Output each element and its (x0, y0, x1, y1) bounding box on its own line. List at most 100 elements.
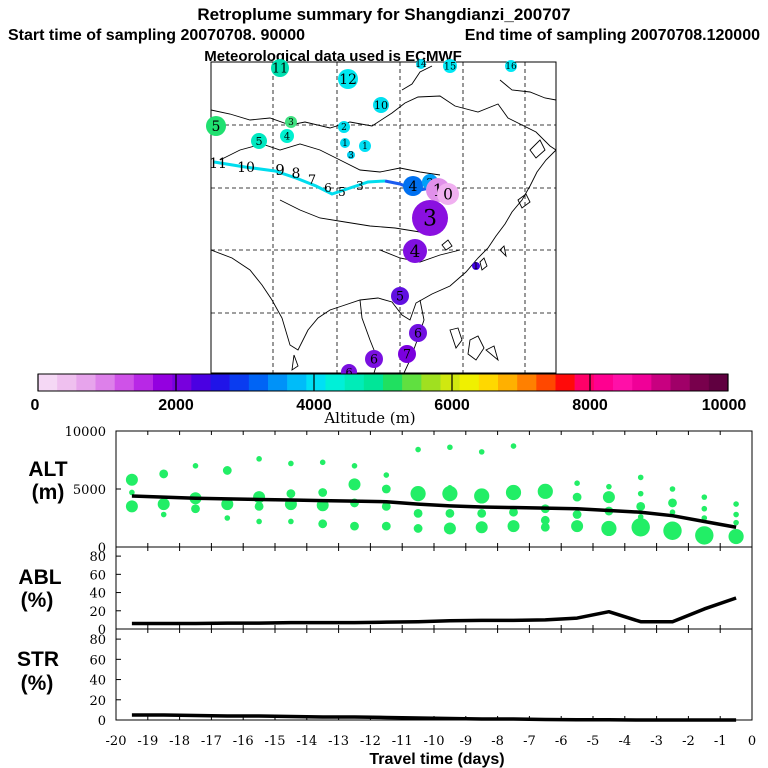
plume-track-label: 5 (338, 185, 346, 199)
alt-cluster-point (601, 520, 617, 537)
plume-marker-label: 11 (272, 60, 288, 75)
abl-series-line (131, 596, 737, 626)
x-tick-label: -20 (106, 734, 127, 749)
plume-track-label: 3 (356, 179, 364, 193)
colorbar-swatch (498, 374, 518, 391)
alt-cluster-point (572, 492, 582, 502)
alt-cluster-point (475, 521, 488, 534)
end-time-label: End time of sampling 20070708.120000 (465, 27, 760, 44)
alt-cluster-point (413, 524, 423, 533)
alt-cluster-point (348, 478, 361, 491)
plume-marker (285, 116, 297, 128)
alt-cluster-point (159, 469, 169, 479)
plume-marker (206, 116, 226, 136)
abl-y-tick-label: 20 (89, 605, 106, 620)
alt-cluster-point (572, 510, 582, 519)
alt-cluster-point (192, 463, 199, 469)
alt-panel-label: ALT (28, 458, 67, 481)
plume-marker (398, 345, 416, 363)
alt-cluster-point (663, 521, 682, 540)
alt-cluster-point (701, 494, 708, 500)
abl-y-tick-label: 40 (89, 587, 106, 602)
alt-cluster-point (288, 518, 294, 525)
alt-cluster-point (509, 507, 518, 517)
alt-cluster-point (125, 473, 138, 486)
plume-marker (409, 324, 427, 342)
alt-cluster-point (540, 515, 550, 525)
map-frame (210, 61, 557, 374)
alt-y-tick-label: 0 (98, 541, 106, 556)
colorbar-tick-label: 0 (31, 397, 40, 414)
alt-cluster-point (413, 508, 423, 518)
x-tick-label: -13 (328, 734, 349, 749)
str-panel-unit: (%) (21, 672, 54, 695)
alt-cluster-point (254, 502, 264, 511)
alt-cluster-point (668, 498, 677, 508)
plume-marker-label: 3 (288, 118, 294, 128)
altitude-colorbar: 0 2000 4000 6000 8000 10000 (31, 373, 747, 414)
plume-marker (505, 60, 517, 72)
alt-cluster-point (733, 501, 739, 507)
colorbar-swatch (593, 374, 614, 391)
alt-cluster-point (253, 491, 266, 504)
colorbar-swatch (383, 374, 403, 391)
x-tick-label: 0 (748, 734, 756, 749)
colorbar-swatch (632, 374, 652, 391)
plume-marker-label: 15 (444, 61, 456, 72)
colorbar-swatch (38, 374, 58, 391)
plume-marker-label: 5 (255, 135, 262, 148)
x-tick-label: -10 (424, 734, 445, 749)
alt-cluster-point (669, 486, 676, 492)
plume-marker (391, 287, 409, 305)
abl-y-tick-label: 60 (89, 568, 106, 583)
plume-track-label: 6 (324, 181, 332, 195)
abl-panel-label: ABL (18, 566, 61, 589)
x-tick-label: -4 (618, 734, 631, 749)
str-panel-frame (115, 628, 753, 721)
alt-cluster-point (669, 509, 676, 515)
plume-marker (365, 350, 383, 368)
alt-cluster-point (637, 490, 644, 497)
colorbar-swatch (459, 374, 480, 391)
colorbar-tick-label: 10000 (702, 397, 747, 414)
plume-marker-label: 6 (345, 366, 352, 379)
alt-cluster-point (445, 508, 455, 518)
alt-cluster-point (288, 460, 294, 467)
colorbar-swatch (555, 374, 575, 391)
colorbar-tick-label: 8000 (572, 397, 608, 414)
alt-series-line (131, 494, 737, 530)
plume-marker (443, 59, 457, 73)
colorbar-swatch (133, 374, 154, 391)
plume-marker-label: 4 (284, 131, 290, 142)
plume-marker (271, 59, 289, 77)
alt-cluster-point (537, 483, 553, 499)
alt-cluster-point (381, 484, 391, 494)
plume-marker (347, 151, 355, 159)
alt-cluster-point (637, 474, 644, 481)
x-tick-label: -12 (360, 734, 381, 749)
colorbar-swatch (517, 374, 537, 391)
colorbar-swatch (287, 374, 307, 391)
alt-panel-unit: (m) (32, 481, 65, 504)
plume-marker-label: 7 (403, 346, 411, 361)
colorbar-swatch (689, 374, 710, 391)
alt-cluster-point (256, 456, 262, 462)
plume-marker (403, 239, 427, 263)
alt-cluster-point (383, 472, 390, 478)
plume-marker-label: 6 (414, 325, 422, 340)
x-tick-label: -11 (392, 734, 413, 749)
colorbar-swatch (421, 374, 441, 391)
colorbar-swatch (153, 374, 173, 391)
alt-cluster-point (286, 489, 296, 499)
colorbar-swatch (613, 374, 633, 391)
x-tick-label: -9 (459, 734, 472, 749)
abl-y-tick-label: 0 (98, 623, 106, 638)
alt-panel-frame (115, 430, 753, 548)
alt-cluster-point (510, 443, 517, 449)
colorbar-swatch (114, 374, 135, 391)
alt-cluster-point (125, 500, 138, 513)
plume-marker (437, 183, 459, 205)
plume-track-label: 9 (275, 161, 285, 179)
alt-cluster-point (442, 486, 458, 502)
alt-cluster-point (410, 486, 426, 502)
